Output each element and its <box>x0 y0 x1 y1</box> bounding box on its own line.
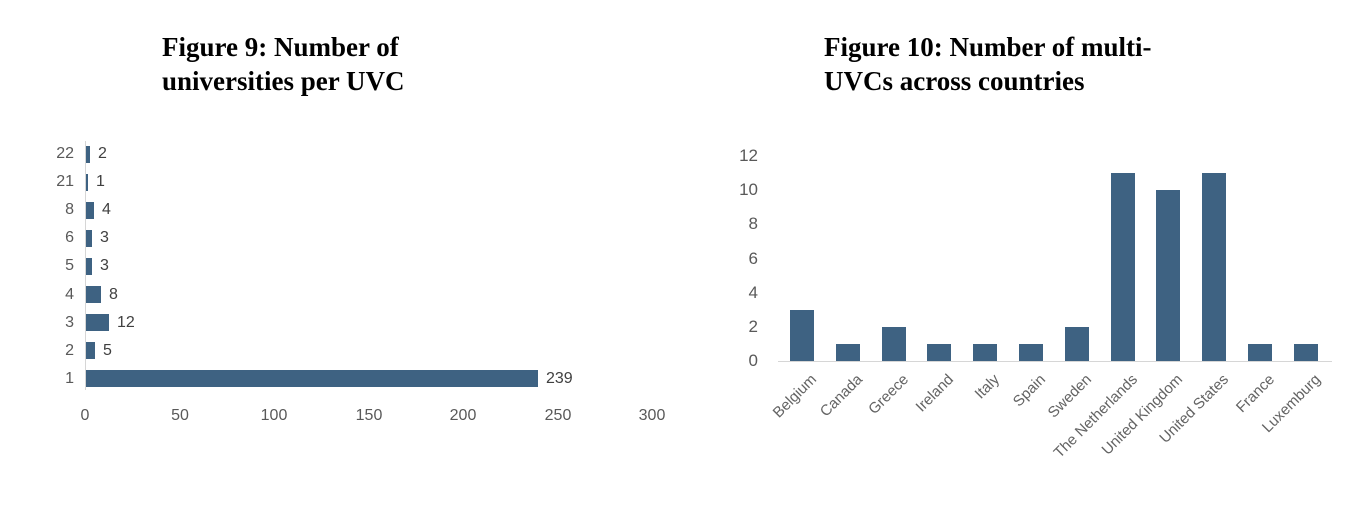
bar <box>1065 327 1089 361</box>
x-axis-category-label: Luxemburg <box>1258 371 1325 437</box>
y-axis-category-label: 21 <box>56 173 74 191</box>
bar <box>836 344 860 361</box>
y-axis-line <box>85 141 86 390</box>
figure10-title: Figure 10: Number of multi- UVCs across … <box>824 30 1151 98</box>
bar <box>1248 344 1272 361</box>
x-axis-tick-label: 100 <box>260 407 288 424</box>
y-axis-tick-label: 6 <box>748 249 758 268</box>
bar <box>86 202 94 219</box>
y-axis-category-label: 22 <box>56 145 74 162</box>
bar-data-label: 3 <box>100 257 109 275</box>
x-axis-tick-label: 0 <box>80 407 90 424</box>
y-axis-category-label: 2 <box>65 341 74 359</box>
bar-data-label: 239 <box>546 369 573 387</box>
y-axis-category-label: 8 <box>65 201 74 219</box>
bar <box>86 286 101 303</box>
bar-data-label: 8 <box>109 285 118 303</box>
bar <box>86 230 92 247</box>
figure9-title-line1: Figure 9: Number of <box>162 32 399 62</box>
bar-data-label: 12 <box>117 313 135 331</box>
bar <box>86 146 90 163</box>
bar <box>86 370 538 387</box>
bar <box>790 310 814 361</box>
x-axis-tick-label: 200 <box>449 407 477 424</box>
x-axis-line <box>778 361 1332 362</box>
y-axis-tick-label: 2 <box>748 317 758 336</box>
y-axis-category-label: 6 <box>65 229 74 247</box>
y-axis-category-label: 1 <box>65 369 74 387</box>
bar <box>86 314 109 331</box>
bar <box>1156 190 1180 361</box>
bar <box>86 174 88 191</box>
bar-data-label: 4 <box>102 201 111 219</box>
bar <box>1202 173 1226 361</box>
bar-data-label: 3 <box>100 229 109 247</box>
bar <box>1019 344 1043 361</box>
figure9-title-line2: universities per UVC <box>162 66 405 96</box>
bar <box>882 327 906 361</box>
y-axis-tick-label: 8 <box>748 214 758 233</box>
y-axis-category-label: 3 <box>65 313 74 331</box>
y-axis-tick-label: 10 <box>739 180 758 199</box>
bar <box>86 342 95 359</box>
bar-data-label: 2 <box>98 145 107 162</box>
bar <box>927 344 951 361</box>
x-axis-tick-label: 150 <box>355 407 383 424</box>
figure10-title-line2: UVCs across countries <box>824 66 1085 96</box>
x-axis-tick-label: 50 <box>171 407 189 424</box>
x-axis-tick-label: 250 <box>544 407 572 424</box>
x-axis-tick-label: 300 <box>638 407 666 424</box>
y-axis-tick-label: 0 <box>748 351 758 370</box>
y-axis-tick-label: 4 <box>748 283 758 302</box>
bar <box>1111 173 1135 361</box>
figure10-title-line1: Figure 10: Number of multi- <box>824 32 1152 62</box>
y-axis-category-label: 5 <box>65 257 74 275</box>
bar-data-label: 5 <box>103 341 112 359</box>
bar <box>1294 344 1318 361</box>
bar <box>86 258 92 275</box>
figure9-title: Figure 9: Number of universities per UVC <box>162 30 405 98</box>
bar <box>973 344 997 361</box>
y-axis-tick-label: 12 <box>739 146 758 165</box>
bar-data-label: 1 <box>96 173 105 191</box>
y-axis-category-label: 4 <box>65 285 74 303</box>
